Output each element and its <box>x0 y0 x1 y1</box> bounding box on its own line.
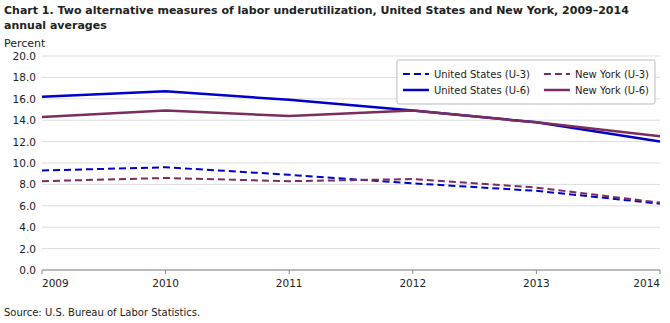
y-tick-label: 14.0 <box>13 114 36 126</box>
legend: United States (U-3) New York (U-3) United … <box>397 60 655 104</box>
x-tick <box>42 270 43 274</box>
legend-label: United States (U-3) <box>434 69 530 80</box>
y-tick-label: 6.0 <box>19 200 36 212</box>
legend-label: New York (U-6) <box>575 85 649 96</box>
grid-line <box>42 248 660 249</box>
legend-label: United States (U-6) <box>434 85 530 96</box>
x-tick-label: 2012 <box>399 277 426 289</box>
y-axis-label: Percent <box>4 37 46 50</box>
y-tick-label: 4.0 <box>19 221 36 233</box>
grid-line <box>42 56 660 57</box>
y-tick-label: 0.0 <box>19 264 36 276</box>
x-tick <box>289 270 290 274</box>
grid-line <box>42 205 660 206</box>
plot-area <box>42 91 660 203</box>
legend-swatch <box>544 89 570 92</box>
y-tick-label: 2.0 <box>19 243 36 255</box>
y-tick-label: 18.0 <box>13 71 36 83</box>
grid-line <box>42 270 660 271</box>
grid-line <box>42 184 660 185</box>
title: Chart 1. Two alternative measures of lab… <box>4 4 629 17</box>
series-line <box>42 178 660 203</box>
series-line <box>42 111 660 137</box>
x-axis-line <box>42 270 660 271</box>
legend-swatch <box>403 89 429 92</box>
legend-swatch <box>544 73 570 75</box>
grid-line <box>42 120 660 121</box>
y-tick-label: 20.0 <box>13 50 36 62</box>
legend-label: New York (U-3) <box>575 69 649 80</box>
x-tick-label: 2010 <box>152 277 179 289</box>
y-tick-label: 8.0 <box>19 178 36 190</box>
subtitle: annual averages <box>4 19 107 32</box>
grid-line <box>42 141 660 142</box>
x-tick <box>536 270 537 274</box>
x-tick-label: 2013 <box>523 277 550 289</box>
y-tick-label: 16.0 <box>13 93 36 105</box>
x-tick-label: 2009 <box>42 277 69 289</box>
grid-line <box>42 227 660 228</box>
x-tick <box>660 270 661 274</box>
legend-swatch <box>403 73 429 75</box>
x-tick-label: 2014 <box>633 277 660 289</box>
chart: Chart 1. Two alternative measures of lab… <box>0 0 670 323</box>
y-tick-label: 10.0 <box>13 157 36 169</box>
x-tick <box>165 270 166 274</box>
legend-box <box>397 60 655 104</box>
x-tick <box>412 270 413 274</box>
grid-line <box>42 163 660 164</box>
y-tick-label: 12.0 <box>13 136 36 148</box>
x-tick-label: 2011 <box>276 277 303 289</box>
series-line <box>42 167 660 203</box>
source-note: Source: U.S. Bureau of Labor Statistics. <box>4 307 200 318</box>
